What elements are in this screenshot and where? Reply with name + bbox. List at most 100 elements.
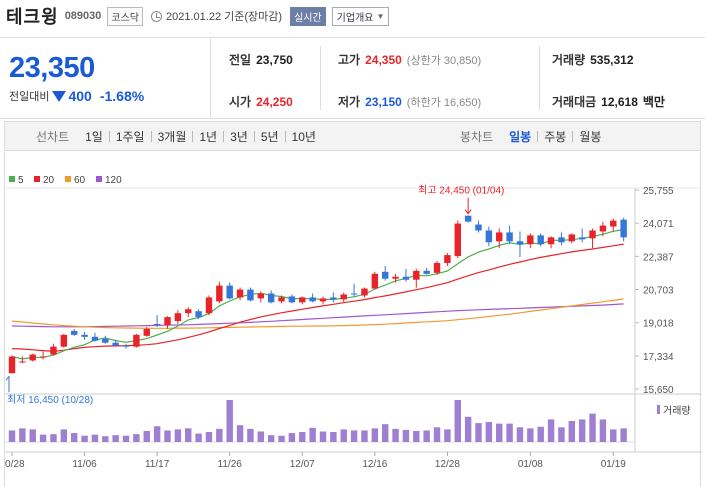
legend-swatch (9, 176, 15, 182)
candle-body (485, 230, 493, 243)
volume-bar (454, 400, 461, 442)
volume-bar (91, 434, 99, 442)
candle-body (620, 219, 627, 238)
volume-label: 거래량 (552, 53, 586, 67)
candle-body (444, 255, 451, 263)
period-1w-button[interactable]: 1주일 (115, 129, 145, 144)
candle-body (299, 297, 306, 303)
volume-bar (112, 435, 119, 442)
current-price: 23,350 (9, 52, 95, 84)
candle-body (247, 289, 254, 301)
volume-bar (568, 421, 576, 442)
volume-bar (81, 435, 88, 442)
divider (320, 46, 321, 110)
candle-body (81, 334, 88, 337)
period-3y-button[interactable]: 3년 (230, 129, 248, 144)
corp-info-dropdown[interactable]: 기업개요 ▼ (331, 6, 390, 26)
volume-bar (589, 413, 596, 442)
x-tick-label: 01/19 (601, 459, 626, 470)
legend-label: 5 (18, 175, 24, 186)
x-tick-label: 11/26 (218, 459, 243, 470)
trade-amount-unit: 백만 (642, 95, 665, 109)
volume-bar (143, 430, 150, 442)
volume-bar (153, 426, 161, 442)
realtime-button[interactable]: 실시간 (290, 6, 326, 26)
volume-cell: 거래량 535,312 (552, 51, 634, 68)
prev-close-value: 23,750 (256, 52, 293, 67)
volume-bar (319, 431, 327, 442)
period-1y-button[interactable]: 1년 (199, 129, 218, 144)
volume-bar (330, 432, 337, 442)
volume-bar (8, 430, 16, 442)
x-tick-label: 12/28 (435, 459, 460, 470)
volume-value: 535,312 (590, 52, 634, 67)
x-tick-label: 11/06 (72, 459, 97, 470)
divider (253, 130, 255, 142)
volume-bar (205, 432, 213, 442)
volume-bar (267, 435, 275, 442)
divider (539, 46, 540, 110)
volume-bar (70, 433, 78, 442)
daily-candle-button[interactable]: 일봉 (509, 129, 532, 144)
monthly-candle-button[interactable]: 월봉 (579, 129, 602, 144)
volume-bar (599, 419, 607, 442)
upper-limit: (상한가 30,850) (406, 54, 482, 67)
volume-bar (506, 423, 513, 442)
open-value: 24,250 (256, 94, 293, 109)
candle-body (174, 313, 182, 322)
candle-body (527, 235, 534, 245)
low-cell: 저가 23,150 (하한가 16,650) (338, 93, 481, 110)
prev-close-label: 전일 (229, 53, 252, 67)
candle-body (164, 317, 171, 325)
candle-body (506, 232, 513, 242)
y-tick-label: 19,018 (643, 319, 674, 330)
volume-bar (122, 435, 130, 442)
price-summary: 23,350 전일대비 400 -1.68% 전일 23,750 고가 24,3… (0, 37, 705, 119)
volume-bar (195, 433, 202, 442)
legend-label: 60 (74, 175, 86, 186)
volume-bar (464, 416, 472, 442)
volume-label: 거래량 (663, 405, 691, 417)
volume-bar (578, 419, 586, 442)
candle-body (423, 270, 430, 274)
candle-body (185, 309, 192, 314)
candle-body (288, 296, 296, 303)
candle-body (371, 273, 379, 289)
chart-toolbar: 선차트 1일 1주일 3개월 1년 3년 5년 10년 봉차트 일봉 주봉 월봉 (4, 121, 701, 151)
candle-body (309, 297, 316, 302)
candle-body (350, 293, 358, 295)
candle-body (153, 324, 161, 326)
candle-body (70, 330, 78, 335)
volume-bar (413, 430, 420, 442)
divider (192, 130, 194, 142)
x-tick-label: 11/17 (145, 459, 170, 470)
volume-bar (371, 428, 379, 442)
candle-body (454, 223, 461, 257)
volume-bar (392, 428, 399, 442)
period-5y-button[interactable]: 5년 (260, 129, 279, 144)
candle-body (50, 346, 57, 355)
candle-body (589, 230, 596, 239)
weekly-candle-button[interactable]: 주봉 (544, 129, 567, 144)
candle-body (413, 270, 420, 280)
divider (108, 130, 110, 142)
volume-bar (547, 419, 555, 442)
period-1d-button[interactable]: 1일 (85, 129, 103, 144)
candle-body (496, 232, 503, 242)
period-10y-button[interactable]: 10년 (291, 129, 316, 144)
price-chart[interactable]: 5 20 60 120 25,755 24,071 22,387 20,703 19,018 17… (0, 152, 702, 487)
candle-body (558, 237, 565, 243)
market-badge: 코스닥 (107, 6, 144, 26)
volume-bar (620, 428, 627, 442)
volume-bar (247, 428, 254, 442)
stock-name[interactable]: 테크윙 (6, 7, 59, 27)
chart-canvas[interactable]: 5 20 60 120 25,755 24,071 22,387 20,703 19,018 17… (0, 152, 702, 487)
volume-bar (350, 430, 358, 442)
x-tick-label: 01/08 (518, 459, 543, 470)
candle-body (122, 345, 130, 347)
change-rate: -1.68% (99, 88, 145, 104)
volume-bar (381, 424, 389, 442)
divider (223, 130, 225, 142)
period-3m-button[interactable]: 3개월 (157, 129, 187, 144)
corp-info-label: 기업개요 (336, 12, 374, 24)
